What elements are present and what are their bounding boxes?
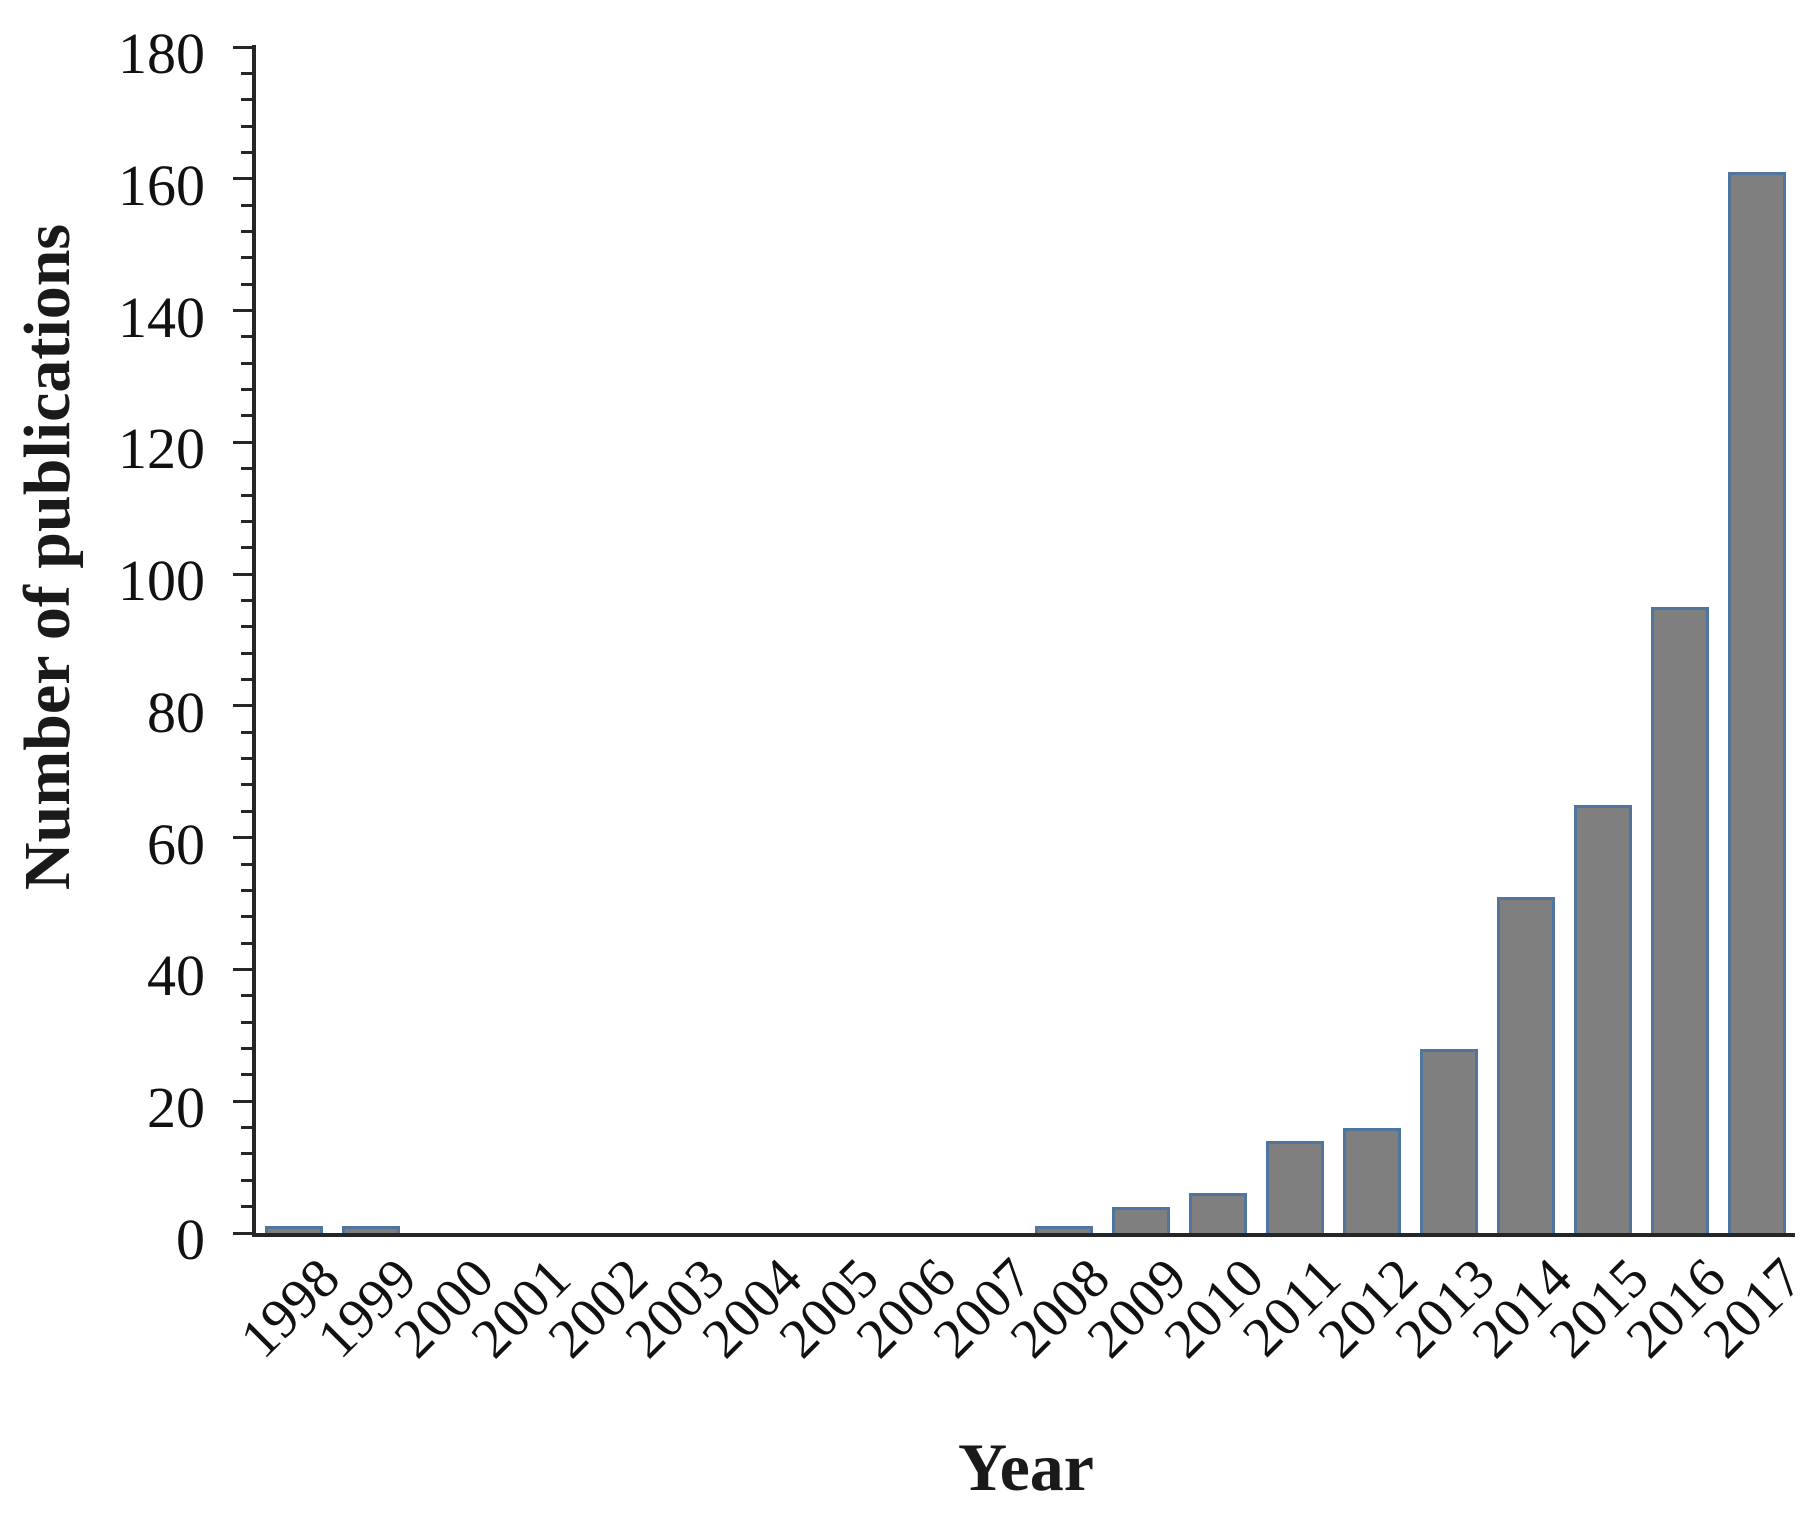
y-major-tick	[233, 309, 252, 313]
y-tick-label-100: 100	[118, 548, 205, 614]
y-minor-tick	[241, 625, 252, 629]
bar-2012	[1342, 1127, 1401, 1233]
y-minor-tick	[241, 757, 252, 761]
y-minor-tick	[241, 651, 252, 655]
y-minor-tick	[241, 1020, 252, 1024]
bar-2014	[1496, 896, 1555, 1233]
y-minor-tick	[241, 203, 252, 207]
y-tick-label-140: 140	[118, 284, 205, 350]
y-minor-tick	[241, 414, 252, 418]
y-minor-tick	[241, 678, 252, 682]
y-tick-label-120: 120	[118, 416, 205, 482]
y-minor-tick	[241, 1126, 252, 1130]
bar-2010	[1188, 1193, 1247, 1233]
y-minor-tick	[241, 862, 252, 866]
y-minor-tick	[241, 256, 252, 260]
y-minor-tick	[241, 1073, 252, 1077]
y-major-tick	[233, 704, 252, 708]
y-minor-tick	[241, 994, 252, 998]
y-minor-tick	[241, 1047, 252, 1050]
y-minor-tick	[241, 809, 252, 813]
y-minor-tick	[241, 361, 252, 365]
y-minor-tick	[241, 598, 252, 602]
y-major-tick	[233, 177, 252, 181]
y-minor-tick	[241, 98, 252, 102]
bar-2008	[1034, 1226, 1093, 1233]
y-minor-tick	[241, 467, 252, 471]
y-tick-label-160: 160	[118, 152, 205, 218]
bar-1998	[265, 1226, 324, 1233]
y-major-tick	[233, 440, 252, 444]
bar-2017	[1727, 172, 1786, 1233]
bar-2016	[1650, 607, 1709, 1233]
y-tick-label-180: 180	[118, 21, 205, 86]
y-major-tick	[233, 967, 252, 971]
bar-1999	[342, 1226, 401, 1233]
y-minor-tick	[241, 1178, 252, 1182]
y-major-tick	[233, 836, 252, 840]
x-axis-line	[252, 1233, 1795, 1237]
y-minor-tick	[241, 71, 252, 75]
bar-2009	[1111, 1206, 1170, 1233]
y-axis-line	[252, 45, 256, 1236]
y-minor-tick	[241, 335, 252, 339]
bar-2011	[1265, 1140, 1324, 1233]
y-minor-tick	[241, 1152, 252, 1156]
y-minor-tick	[241, 150, 252, 154]
y-minor-tick	[241, 282, 252, 286]
y-minor-tick	[241, 519, 252, 523]
y-minor-tick	[241, 888, 252, 892]
y-major-tick	[233, 1231, 252, 1235]
x-axis-title: Year	[958, 1429, 1094, 1505]
y-tick-label-20: 20	[147, 1075, 205, 1141]
y-minor-tick	[241, 915, 252, 919]
y-minor-tick	[241, 493, 252, 497]
y-minor-tick	[241, 941, 252, 945]
y-major-tick	[233, 1099, 252, 1103]
y-major-tick	[233, 572, 252, 576]
y-tick-label-40: 40	[147, 943, 205, 1009]
y-minor-tick	[241, 229, 252, 233]
y-minor-tick	[241, 783, 252, 787]
y-minor-tick	[241, 730, 252, 734]
bar-2015	[1573, 804, 1632, 1233]
y-tick-label-0: 0	[176, 1207, 205, 1272]
y-minor-tick	[241, 124, 252, 128]
y-tick-label-60: 60	[147, 811, 205, 877]
bar-2013	[1419, 1048, 1478, 1233]
y-minor-tick	[241, 546, 252, 550]
y-minor-tick	[241, 1205, 252, 1209]
y-major-tick	[233, 45, 252, 49]
y-tick-label-80: 80	[147, 679, 205, 745]
y-minor-tick	[241, 388, 252, 392]
